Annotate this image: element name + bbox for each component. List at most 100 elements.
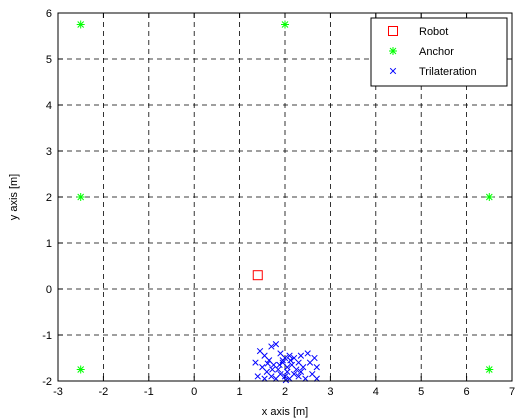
trilateration-point — [313, 364, 320, 371]
legend-label-robot: Robot — [419, 26, 448, 38]
x-tick-label: -3 — [53, 386, 63, 398]
legend-label-trilateration: Trilateration — [419, 66, 477, 78]
marker-stroke — [284, 368, 291, 375]
marker-stroke — [256, 347, 264, 355]
marker-stroke — [281, 21, 289, 28]
marker-stroke — [293, 366, 300, 373]
legend-marker-trilateration — [389, 67, 397, 75]
marker-stroke — [254, 373, 261, 380]
marker-stroke — [263, 368, 270, 375]
marker-stroke — [281, 373, 289, 380]
trilateration-point — [306, 359, 314, 366]
marker-stroke — [485, 366, 493, 373]
marker-stroke — [304, 350, 311, 357]
marker-stroke — [290, 370, 298, 378]
trilateration-point — [293, 366, 300, 373]
trilateration-point — [290, 370, 298, 378]
y-tick-label: -2 — [42, 376, 52, 388]
anchor-point — [76, 193, 85, 201]
trilateration-point — [276, 361, 283, 369]
x-tick-label: -2 — [99, 386, 109, 398]
y-tick-label: -1 — [42, 330, 52, 342]
marker-stroke — [264, 360, 271, 367]
anchor-point — [485, 365, 494, 374]
trilateration-point — [281, 373, 289, 380]
marker-stroke — [297, 368, 305, 375]
trilateration-point — [272, 341, 280, 348]
legend-marker-robot — [388, 26, 398, 36]
trilateration-point — [264, 360, 271, 367]
trilateration-point — [284, 368, 291, 375]
marker-stroke — [277, 350, 284, 357]
y-tick-label: 1 — [46, 238, 52, 250]
marker-stroke — [77, 366, 85, 373]
robot-point — [252, 270, 263, 281]
marker-stroke — [261, 352, 268, 359]
marker-stroke — [279, 357, 286, 364]
marker-stroke — [389, 47, 397, 55]
marker-stroke — [270, 361, 277, 369]
trilateration-point — [297, 352, 305, 359]
marker-stroke — [290, 354, 298, 362]
trilateration-point — [295, 359, 302, 366]
marker-stroke — [309, 370, 316, 378]
legend-label-anchor: Anchor — [419, 46, 454, 58]
y-tick-label: 6 — [46, 8, 52, 20]
data-points — [76, 20, 494, 384]
marker-stroke — [313, 364, 320, 371]
y-tick-label: 5 — [46, 54, 52, 66]
marker-stroke — [277, 370, 284, 378]
marker-stroke — [272, 341, 280, 348]
marker-stroke — [287, 357, 294, 364]
anchor-point — [485, 193, 494, 201]
trilateration-point — [287, 357, 294, 364]
x-tick-label: 3 — [327, 386, 333, 398]
marker-stroke — [275, 366, 282, 373]
marker-stroke — [295, 373, 302, 380]
x-tick-label: 5 — [418, 386, 424, 398]
marker-stroke — [288, 361, 295, 369]
trilateration-point — [297, 368, 305, 375]
marker-stroke — [276, 361, 283, 369]
trilateration-point — [284, 364, 291, 371]
anchor-point — [76, 365, 85, 374]
trilateration-point — [268, 373, 275, 380]
plot-frame — [57, 12, 513, 382]
marker-stroke — [295, 359, 302, 366]
trilateration-point — [295, 373, 302, 380]
trilateration-point — [269, 366, 276, 373]
x-tick-label: -1 — [144, 386, 154, 398]
y-axis-label: y axis [m] — [8, 174, 20, 220]
trilateration-point — [254, 373, 261, 380]
trilateration-point — [279, 357, 286, 364]
marker-stroke — [306, 359, 314, 366]
trilateration-point — [252, 359, 259, 366]
y-tick-label: 0 — [46, 284, 52, 296]
trilateration-point — [268, 343, 275, 350]
marker-stroke — [279, 359, 286, 366]
marker-shape — [252, 270, 263, 281]
x-tick-label: 6 — [464, 386, 470, 398]
trilateration-point — [277, 370, 284, 378]
y-tick-label: 4 — [46, 100, 52, 112]
y-tick-label: 2 — [46, 192, 52, 204]
x-tick-label: 2 — [282, 386, 288, 398]
y-tick-label: 3 — [46, 146, 52, 158]
legend-marker-anchor — [389, 47, 397, 55]
x-tick-label: 7 — [509, 386, 515, 398]
marker-stroke — [485, 193, 493, 201]
marker-stroke — [268, 343, 275, 350]
trilateration-point — [304, 350, 311, 357]
marker-stroke — [284, 364, 291, 371]
x-axis-label: x axis [m] — [262, 406, 308, 418]
legend: Robot Anchor Trilateration — [370, 17, 508, 87]
marker-stroke — [269, 366, 276, 373]
marker-stroke — [268, 373, 275, 380]
marker-stroke — [77, 21, 85, 28]
marker-shape — [388, 26, 398, 36]
marker-stroke — [282, 376, 290, 384]
x-tick-label: 4 — [373, 386, 379, 398]
anchor-point — [76, 20, 85, 29]
